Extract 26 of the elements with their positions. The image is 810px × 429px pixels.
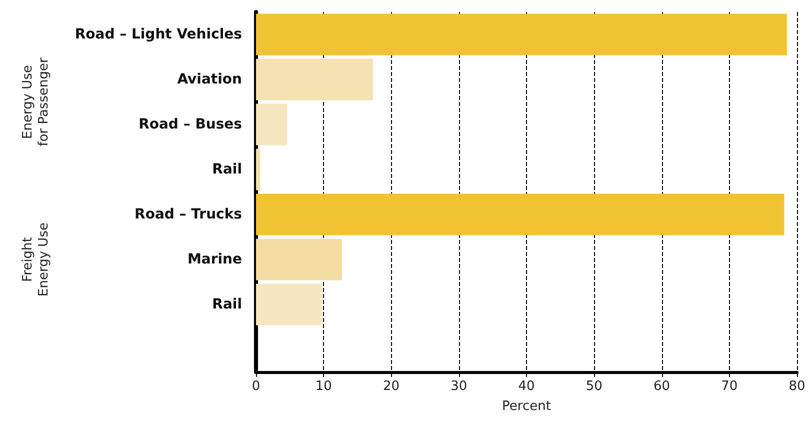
text: Freight Energy Use [20,222,52,296]
y-tick-label: Rail [212,162,242,178]
y-tick-label: Road – Trucks [134,206,242,222]
bar [256,238,342,280]
x-axis-title: Percent [502,399,551,414]
x-tick-label: 40 [518,379,535,394]
bar [256,104,288,146]
y-tick-label: Aviation [177,72,242,88]
x-tick-label: 50 [586,379,602,394]
bar [256,194,784,236]
x-tick-label: 60 [653,379,670,394]
x-tick-label: 10 [315,379,332,394]
x-tick-label: 0 [252,379,260,394]
y-tick-label: Road – Light Vehicles [74,26,242,42]
x-tick-label: 80 [788,379,806,394]
text: Energy Use for Passenger [20,57,52,146]
bar [256,284,322,326]
x-tick-label: 30 [450,379,468,394]
x-tick-label: 70 [721,379,738,394]
y-tick-label: Rail [212,296,242,312]
bar [256,14,787,56]
bar [256,148,260,190]
bar [256,58,373,100]
y-tick-label: Marine [187,252,242,268]
x-tick-label: 20 [382,379,400,394]
y-tick-label: Road – Buses [138,116,242,132]
